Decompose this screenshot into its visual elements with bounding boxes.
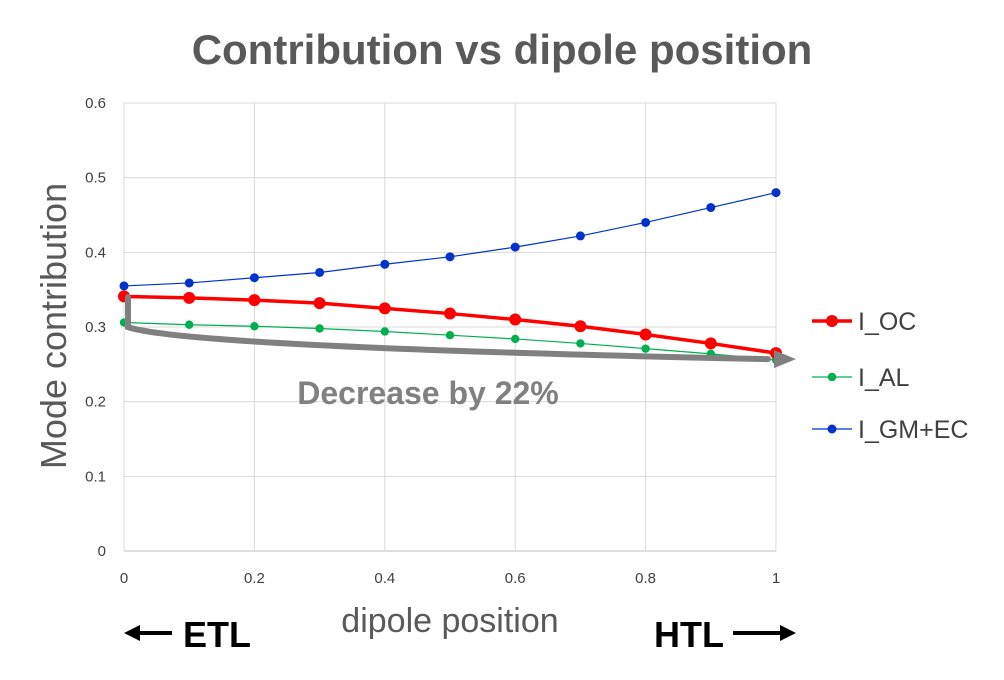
series-i-oc <box>118 290 782 360</box>
decrease-arrow <box>125 294 796 369</box>
data-point <box>575 231 585 241</box>
data-point <box>574 320 587 333</box>
decrease-arrow-shaft <box>125 294 771 363</box>
data-point <box>315 267 325 277</box>
x-tick-label: 0.6 <box>505 570 526 587</box>
data-point <box>185 320 194 329</box>
htl-arrow-head <box>780 625 796 641</box>
data-point <box>249 273 259 283</box>
data-point <box>248 294 261 307</box>
x-tick-label: 0 <box>120 570 128 587</box>
legend-swatch-marker <box>826 315 838 327</box>
x-tick-label: 0.4 <box>374 570 395 587</box>
data-point <box>380 259 390 269</box>
y-tick-label: 0.3 <box>85 319 106 336</box>
legend-label: I_AL <box>858 364 910 392</box>
data-point <box>771 188 781 198</box>
decrease-annotation: Decrease by 22% <box>297 375 559 411</box>
legend-item: I_AL <box>812 364 910 392</box>
data-point <box>510 242 520 252</box>
etl-arrow-head <box>124 625 140 641</box>
y-tick-label: 0.4 <box>85 244 106 261</box>
data-point <box>183 291 196 304</box>
y-tick-label: 0.6 <box>85 95 106 112</box>
x-tick-label: 0.2 <box>244 570 265 587</box>
data-point <box>641 217 651 227</box>
legend-item: I_GM+EC <box>812 416 968 444</box>
y-tick-label: 0 <box>98 543 106 560</box>
chart-title: Contribution vs dipole position <box>192 26 813 73</box>
data-point <box>315 324 324 333</box>
data-point <box>639 328 652 341</box>
legend-swatch-marker <box>827 372 837 382</box>
data-point <box>641 344 650 353</box>
legend-label: I_GM+EC <box>858 416 968 444</box>
y-tick-label: 0.1 <box>85 468 106 485</box>
legend-item: I_OC <box>812 308 916 336</box>
series-line <box>123 294 777 355</box>
y-axis-label: Mode contribution <box>33 183 74 469</box>
gridlines <box>123 102 777 552</box>
data-point <box>313 297 326 310</box>
x-tick-label: 1 <box>772 570 780 587</box>
decrease-arrow-head <box>774 350 796 369</box>
htl-label-group: HTL <box>654 614 796 655</box>
legend-swatch-marker <box>827 424 837 434</box>
etl-label-group: ETL <box>124 614 251 655</box>
series-i-gm-ec <box>119 188 781 291</box>
data-point <box>119 281 129 291</box>
data-point <box>184 278 194 288</box>
series-layer <box>118 188 782 365</box>
y-tick-label: 0.5 <box>85 170 106 187</box>
data-point <box>706 203 716 213</box>
data-point <box>511 334 520 344</box>
legend-label: I_OC <box>858 308 916 336</box>
x-tick-labels: 0 0.2 0.4 0.6 0.8 1 <box>120 570 780 587</box>
data-point <box>445 252 455 262</box>
x-axis-label: dipole position <box>341 602 558 640</box>
data-point <box>378 302 391 315</box>
data-point <box>250 322 259 331</box>
y-tick-label: 0.2 <box>85 394 106 411</box>
htl-label: HTL <box>654 614 724 655</box>
data-point <box>445 331 455 340</box>
data-point <box>704 337 717 350</box>
series-line <box>123 192 777 287</box>
etl-label: ETL <box>183 614 251 655</box>
data-point <box>509 313 522 326</box>
x-tick-label: 0.8 <box>635 570 656 587</box>
data-point <box>576 339 585 348</box>
legend: I_OC I_AL I_GM+EC <box>812 308 968 444</box>
data-point <box>380 327 389 336</box>
data-point <box>444 307 456 320</box>
y-tick-labels: 0 0.1 0.2 0.3 0.4 0.5 0.6 <box>85 95 106 560</box>
